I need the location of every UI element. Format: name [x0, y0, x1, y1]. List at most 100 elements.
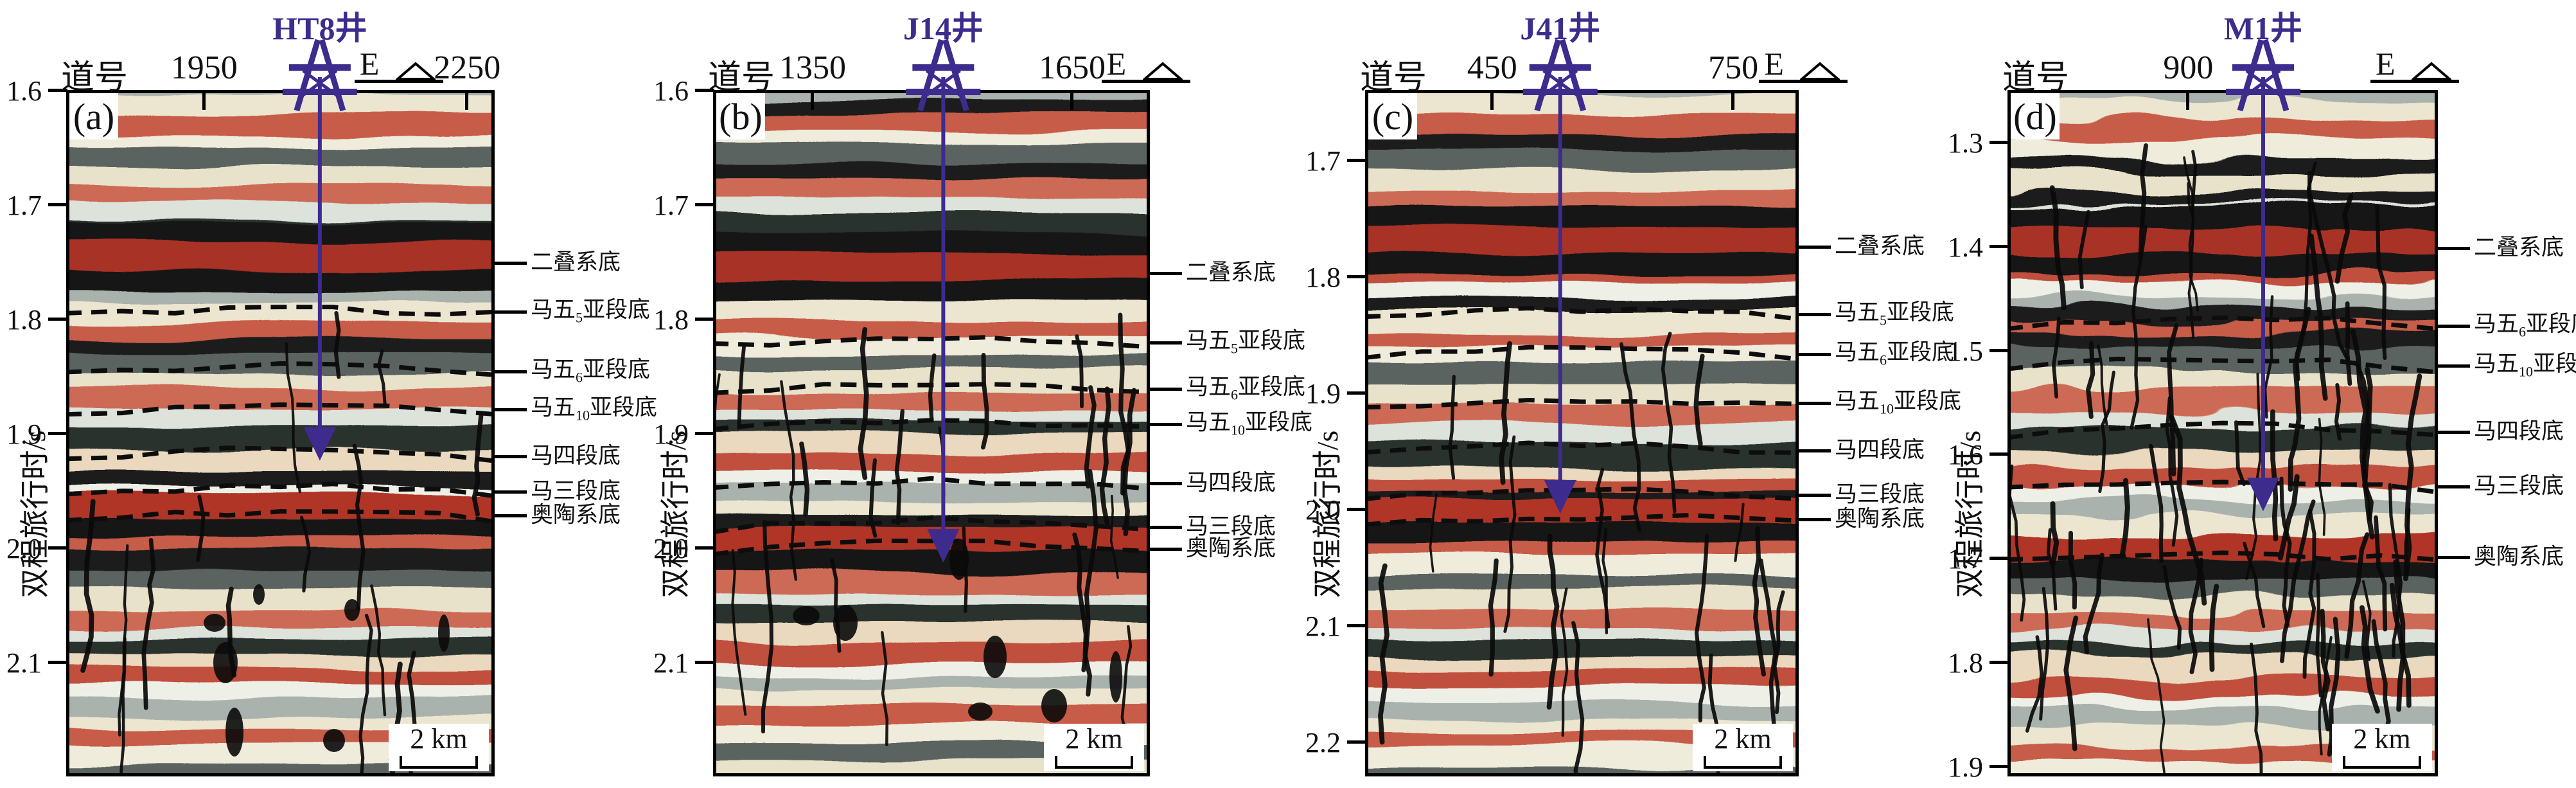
y-axis-title-(b): 双程旅行时/s	[659, 430, 692, 598]
direction-triangle-(b)	[1141, 60, 1185, 81]
horizon-leader-(a)-0	[493, 261, 527, 265]
horizon-label-(b)-1: 马五5亚段底	[1186, 328, 1306, 357]
y-tick-label-(c)-1.9: 1.9	[1305, 377, 1341, 409]
trace-number-(a)-0: 1950	[170, 49, 238, 86]
horizon-label-(d)-0: 二叠系底	[2474, 235, 2564, 260]
horizon-label-(a)-1: 马五5亚段底	[531, 297, 651, 326]
y-tick-mark-(a)-2.0	[48, 546, 67, 550]
y-tick-mark-(b)-1.7	[695, 203, 714, 206]
y-tick-label-(c)-2.2: 2.2	[1305, 726, 1341, 758]
y-tick-mark-(a)-1.6	[48, 89, 67, 92]
scale-bar-bracket	[400, 756, 478, 769]
trace-number-(c)-0: 450	[1467, 49, 1517, 86]
horizon-label-(a)-5: 马三段底	[531, 478, 621, 504]
horizon-leader-(d)-2	[2437, 364, 2470, 368]
horizon-leader-(c)-3	[1797, 401, 1831, 405]
horizon-label-(c)-0: 二叠系底	[1835, 233, 1925, 259]
horizon-leader-(b)-3	[1149, 422, 1182, 426]
horizon-leader-(a)-1	[493, 310, 527, 314]
y-tick-mark-(a)-1.7	[48, 203, 67, 206]
y-tick-mark-(a)-2.1	[48, 661, 67, 664]
horizon-label-(b)-4: 马四段底	[1186, 470, 1276, 496]
horizon-label-(c)-5: 马三段底	[1835, 481, 1925, 507]
y-tick-label-(c)-1.8: 1.8	[1305, 261, 1341, 293]
horizon-label-(d)-5: 奥陶系底	[2474, 544, 2564, 569]
direction-triangle-(a)	[394, 60, 437, 81]
horizon-label-(c)-1: 马五5亚段底	[1835, 300, 1955, 328]
horizon-label-(d)-2: 马五10亚段底	[2474, 351, 2576, 380]
direction-underline-(c)	[1759, 80, 1848, 83]
horizon-leader-(c)-2	[1797, 352, 1831, 356]
direction-underline-(b)	[1101, 80, 1190, 83]
horizon-label-(b)-5: 马三段底	[1186, 514, 1276, 539]
trace-number-(d)-0: 900	[2163, 49, 2214, 86]
y-tick-mark-(c)-1.7	[1347, 158, 1366, 162]
seismic-plot-(c)	[1343, 78, 1821, 788]
well-name-(c): J41井	[1520, 10, 1601, 46]
panel-tag-(b): (b)	[716, 93, 765, 139]
horizon-leader-(d)-3	[2437, 431, 2470, 434]
horizon-label-(a)-3: 马五10亚段底	[531, 395, 658, 424]
scale-bar-label: 2 km	[410, 723, 468, 755]
y-axis-title-(d): 双程旅行时/s	[1954, 430, 1986, 598]
scale-bar-label: 2 km	[1714, 723, 1772, 755]
horizon-leader-(a)-3	[493, 407, 527, 411]
y-tick-label-(c)-2.1: 2.1	[1305, 610, 1341, 642]
y-tick-label-(d)-1.7: 1.7	[1948, 543, 1983, 575]
horizon-label-(a)-4: 马四段底	[531, 443, 621, 469]
y-tick-mark-(b)-2.0	[695, 546, 714, 550]
y-tick-label-(a)-2.0: 2.0	[6, 533, 42, 564]
horizon-label-(d)-1: 马五6亚段底	[2474, 311, 2576, 340]
well-name-(a): HT8井	[272, 10, 367, 46]
seismic-image-(c)	[1343, 78, 1821, 788]
y-tick-label-(c)-1.7: 1.7	[1305, 145, 1341, 177]
y-tick-mark-(a)-1.8	[48, 318, 67, 321]
seismic-plot-(b)	[691, 78, 1172, 788]
horizon-leader-(b)-5	[1149, 525, 1182, 529]
horizon-leader-(a)-5	[493, 490, 527, 494]
y-tick-label-(c)-2.0: 2.0	[1305, 494, 1341, 526]
y-tick-label-(d)-1.6: 1.6	[1948, 439, 1983, 471]
y-tick-mark-(b)-1.8	[695, 318, 714, 321]
y-tick-mark-(b)-2.1	[695, 661, 714, 664]
horizon-label-(b)-3: 马五10亚段底	[1186, 409, 1313, 438]
y-tick-label-(b)-1.9: 1.9	[653, 418, 689, 450]
horizon-leader-(d)-0	[2437, 246, 2470, 250]
panel-tag-(c): (c)	[1368, 93, 1417, 139]
horizon-label-(a)-6: 奥陶系底	[531, 502, 621, 528]
direction-underline-(a)	[354, 80, 443, 83]
y-tick-label-(b)-1.6: 1.6	[653, 75, 689, 107]
y-tick-mark-(d)-1.6	[1989, 452, 2009, 456]
scale-bar-bracket	[1055, 756, 1133, 769]
trace-number-(a)-1: 2250	[434, 49, 501, 86]
horizon-leader-(c)-5	[1797, 493, 1831, 497]
y-tick-mark-(d)-1.5	[1989, 348, 2009, 352]
seismic-image-(a)	[44, 78, 517, 788]
y-axis-title-(c): 双程旅行时/s	[1311, 430, 1344, 598]
y-tick-label-(a)-1.7: 1.7	[6, 190, 42, 221]
y-tick-mark-(c)-2.2	[1347, 740, 1366, 744]
horizon-leader-(c)-4	[1797, 449, 1831, 453]
y-axis-title-(a): 双程旅行时/s	[19, 430, 51, 598]
scale-bar-(c): 2 km	[1693, 724, 1793, 771]
y-tick-label-(d)-1.9: 1.9	[1948, 751, 1983, 783]
seismic-plot-(d)	[1985, 78, 2460, 788]
direction-label-(d): E	[2376, 46, 2395, 82]
y-tick-label-(d)-1.4: 1.4	[1948, 231, 1983, 263]
scale-bar-label: 2 km	[1065, 723, 1123, 755]
horizon-leader-(c)-1	[1797, 313, 1831, 317]
y-tick-label-(a)-1.6: 1.6	[6, 75, 42, 107]
trace-number-(b)-1: 1650	[1038, 49, 1106, 86]
horizon-leader-(b)-1	[1149, 341, 1182, 345]
y-tick-label-(b)-2.1: 2.1	[653, 647, 689, 679]
scale-bar-(a): 2 km	[389, 724, 489, 771]
direction-label-(b): E	[1106, 46, 1127, 82]
trace-number-(b)-0: 1350	[779, 49, 847, 86]
y-tick-label-(a)-1.9: 1.9	[6, 418, 42, 450]
horizon-leader-(d)-5	[2437, 555, 2470, 559]
horizon-leader-(c)-6	[1797, 517, 1831, 521]
y-tick-label-(d)-1.5: 1.5	[1948, 335, 1983, 367]
y-tick-mark-(c)-1.8	[1347, 274, 1366, 278]
y-tick-label-(a)-2.1: 2.1	[6, 647, 42, 679]
trace-number-(c)-1: 750	[1708, 49, 1759, 86]
